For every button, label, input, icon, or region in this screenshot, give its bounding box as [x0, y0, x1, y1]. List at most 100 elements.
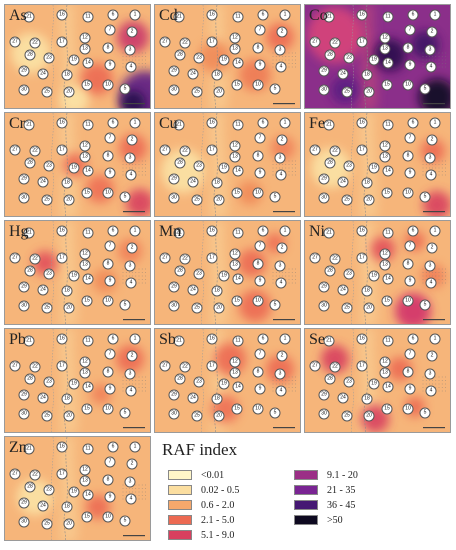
stipple-dot [279, 164, 280, 165]
stipple-dot [145, 387, 146, 388]
stipple-dot [145, 380, 146, 381]
sampling-site-marker: 18 [211, 285, 223, 297]
stipple-dot [282, 167, 283, 169]
sampling-site-marker: 9 [254, 383, 266, 395]
sampling-site-marker: 24 [337, 176, 349, 188]
stipple-dot [422, 66, 424, 68]
sampling-site-marker: 12 [379, 356, 391, 368]
stipple-dot [272, 279, 274, 280]
sampling-site-marker: 13 [379, 43, 391, 55]
sampling-site-marker: 9 [404, 59, 416, 71]
sampling-site-marker: 11 [382, 227, 394, 239]
sampling-site-marker: 3 [424, 260, 436, 272]
stipple-dot [445, 164, 446, 165]
stipple-dot [122, 171, 124, 172]
sampling-site-marker: 5 [119, 407, 131, 419]
sampling-site-marker: 1 [279, 333, 291, 345]
sampling-site-marker: 19 [68, 162, 80, 174]
sampling-site-marker: 4 [275, 61, 287, 73]
sampling-site-marker: 18 [361, 69, 373, 81]
stipple-dot [432, 56, 433, 57]
legend-item: 9.1 - 20 [294, 470, 358, 481]
sampling-site-marker: 9 [104, 275, 116, 287]
sampling-site-marker: 22 [329, 145, 341, 157]
stipple-dot [135, 167, 137, 169]
panel-label: Hg [9, 223, 29, 240]
sampling-site-marker: 16 [206, 9, 218, 21]
stipple-dot [122, 495, 124, 496]
panel-label: Sb [159, 331, 176, 348]
stipple-dot [275, 275, 277, 277]
sampling-site-marker: 1 [129, 117, 141, 129]
legend-label: 21 - 35 [327, 484, 356, 496]
stipple-dot [295, 63, 296, 64]
stipple-dot [141, 488, 143, 489]
scale-bar [423, 319, 445, 321]
sampling-site-marker: 11 [82, 335, 94, 347]
stipple-dot [122, 387, 124, 388]
scale-bar [273, 211, 295, 213]
stipple-dot [441, 268, 443, 270]
stipple-dot [438, 275, 440, 277]
stipple-dot [141, 387, 143, 388]
sampling-site-marker: 27 [309, 144, 321, 156]
stipple-dot [125, 488, 127, 489]
stipple-dot [295, 272, 296, 273]
hotspot [307, 7, 363, 63]
sampling-site-marker: 6 [107, 441, 119, 453]
stipple-dot [141, 282, 143, 284]
sampling-site-marker: 4 [425, 277, 437, 289]
stipple-dot [291, 171, 293, 172]
sampling-site-marker: 5 [119, 299, 131, 311]
legend-swatch [294, 500, 318, 510]
sampling-site-marker: 5 [419, 191, 431, 203]
stipple-dot [275, 59, 277, 61]
sampling-site-marker: 17 [56, 36, 68, 48]
sampling-site-marker: 30 [318, 300, 330, 312]
sampling-site-marker: 23 [193, 268, 205, 280]
stipple-dot [291, 66, 293, 68]
hotspot [126, 189, 150, 216]
sampling-site-marker: 20 [213, 194, 225, 206]
sampling-site-marker: 17 [56, 468, 68, 480]
sampling-site-marker: 6 [407, 9, 419, 21]
sampling-site-marker: 7 [104, 24, 116, 36]
stipple-dot [279, 383, 280, 385]
stipple-dot [288, 380, 290, 381]
sampling-site-marker: 25 [41, 410, 53, 422]
stipple-dot [295, 164, 296, 165]
stipple-dot [138, 498, 140, 500]
sampling-site-marker: 4 [125, 277, 137, 289]
stipple-dot [132, 491, 133, 493]
sampling-site-marker: 30 [18, 192, 30, 204]
stipple-dot [438, 282, 440, 284]
stipple-dot [272, 66, 274, 68]
sampling-site-marker: 4 [425, 169, 437, 181]
stipple-dot [285, 272, 287, 273]
stipple-dot [138, 488, 140, 489]
stipple-dot [138, 383, 140, 385]
sampling-site-marker: 28 [24, 373, 36, 385]
sampling-site-marker: 15 [381, 403, 393, 415]
sampling-site-marker: 2 [276, 242, 288, 254]
legend-swatch [294, 470, 318, 480]
sampling-site-marker: 14 [382, 57, 394, 69]
stipple-dot [141, 160, 143, 162]
stipple-dot [272, 383, 274, 385]
stipple-dot [138, 376, 140, 378]
stipple-dot [145, 484, 146, 486]
sampling-site-marker: 1 [279, 9, 291, 21]
sampling-site-marker: 2 [426, 26, 438, 38]
sampling-site-marker: 16 [206, 117, 218, 129]
stipple-dot [138, 484, 140, 486]
sampling-site-marker: 4 [425, 61, 437, 73]
stipple-dot [138, 380, 140, 381]
stipple-dot [279, 59, 280, 61]
stipple-dot [138, 167, 140, 169]
stipple-dot [272, 268, 274, 270]
sampling-site-marker: 30 [168, 300, 180, 312]
sampling-site-marker: 29 [18, 497, 30, 509]
stipple-dot [295, 171, 296, 172]
sampling-site-marker: 13 [379, 367, 391, 379]
legend-title: RAF index [162, 440, 238, 459]
